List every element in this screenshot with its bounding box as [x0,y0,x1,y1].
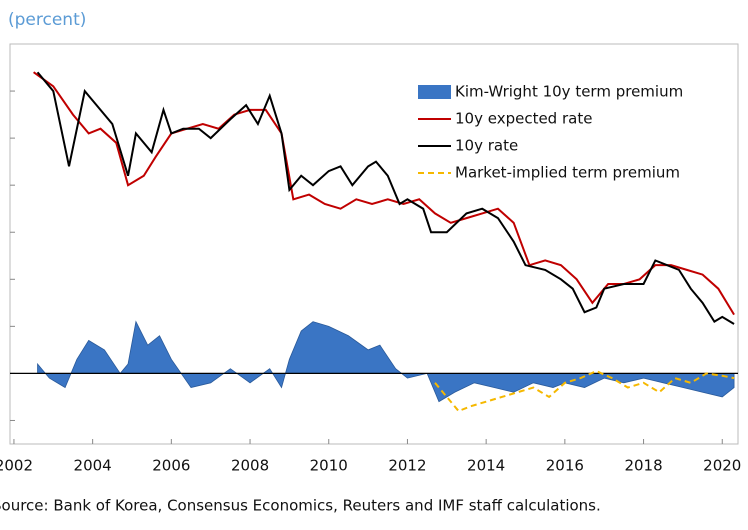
source-note: Source: Bank of Korea, Consensus Economi… [0,497,601,515]
x-tick-label: 2014 [467,457,505,475]
term-premium-area [37,320,735,403]
x-tick-label: 2002 [0,457,33,475]
x-tick-label: 2018 [624,457,662,475]
x-tick-label: 2020 [703,457,741,475]
legend-label: Kim-Wright 10y term premium [455,83,683,101]
plot-frame [9,43,739,445]
series-line [434,369,735,413]
x-tick-label: 2006 [152,457,190,475]
legend-swatch [418,85,451,99]
chart-subtitle: (percent) [8,10,86,30]
x-tick-label: 2016 [546,457,584,475]
legend-label: 10y expected rate [455,110,592,128]
x-tick-label: 2008 [231,457,269,475]
x-tick-label: 2010 [310,457,348,475]
series-line [33,71,735,316]
x-tick-label: 2012 [388,457,426,475]
x-tick-label: 2004 [74,457,112,475]
series-line [36,71,735,325]
legend-label: 10y rate [455,137,518,155]
legend-label: Market-implied term premium [455,164,680,182]
